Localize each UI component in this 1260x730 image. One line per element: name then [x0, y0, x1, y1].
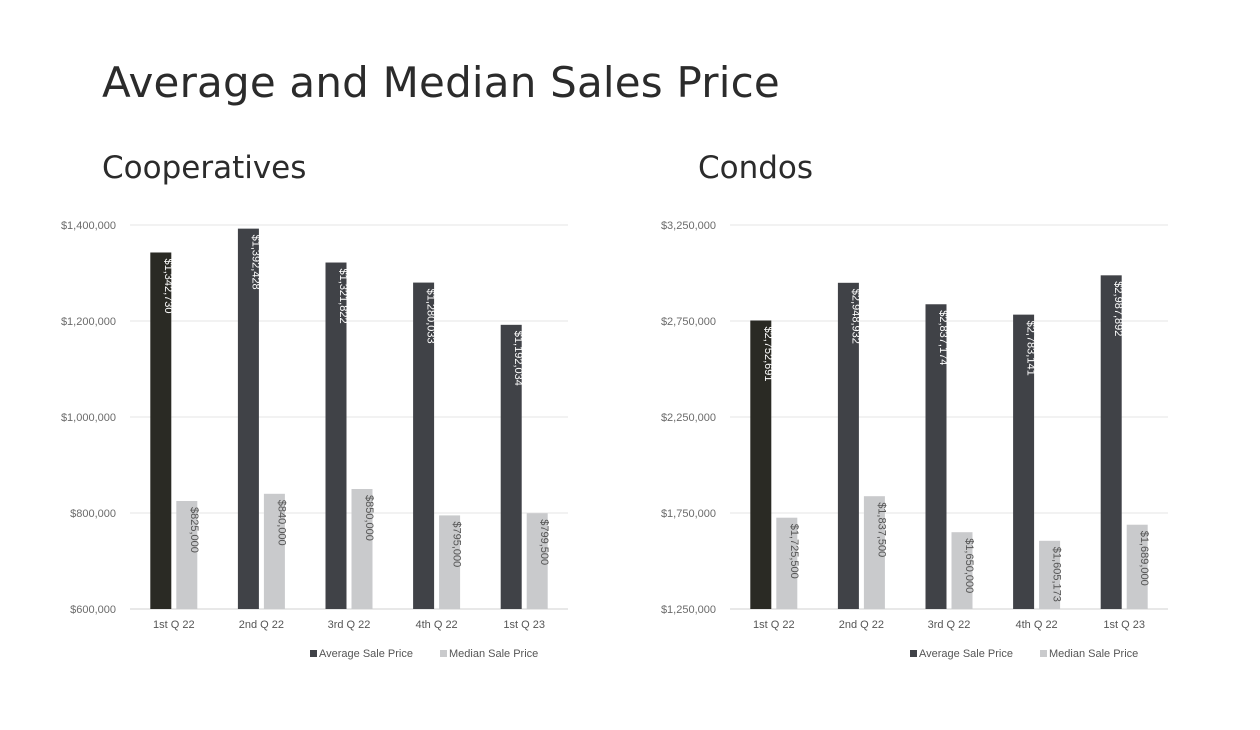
legend-swatch	[1040, 650, 1047, 657]
y-tick-label: $600,000	[70, 604, 116, 616]
bar-median	[176, 501, 198, 609]
page-title: Average and Median Sales Price	[102, 58, 780, 107]
x-tick-label: 1st Q 22	[153, 619, 195, 631]
legend-swatch	[310, 650, 317, 657]
data-label: $1,837,500	[875, 502, 887, 557]
bar-average	[413, 282, 435, 609]
bar-median	[526, 513, 548, 609]
legend-label: Average Sale Price	[319, 648, 413, 660]
data-label: $795,000	[451, 521, 463, 567]
x-tick-label: 2nd Q 22	[239, 619, 284, 631]
bar-average	[325, 262, 347, 609]
legend-label: Median Sale Price	[449, 648, 538, 660]
y-tick-label: $1,400,000	[61, 220, 116, 232]
bar-average	[750, 320, 772, 609]
bar-median	[439, 515, 461, 609]
bar-median	[263, 493, 285, 609]
data-label: $1,392,428	[249, 235, 261, 290]
data-label: $1,192,034	[512, 331, 524, 386]
y-tick-label: $1,200,000	[61, 316, 116, 328]
x-tick-label: 1st Q 22	[753, 619, 795, 631]
data-label: $2,837,174	[937, 310, 949, 365]
bar-average	[500, 324, 522, 609]
data-label: $1,689,000	[1138, 531, 1150, 586]
x-tick-label: 4th Q 22	[1015, 619, 1057, 631]
bar-average	[1013, 314, 1035, 609]
chart-title-condos: Condos	[698, 150, 814, 186]
data-label: $850,000	[363, 495, 375, 541]
x-tick-label: 3rd Q 22	[328, 619, 371, 631]
legend-label: Average Sale Price	[919, 648, 1013, 660]
bar-average	[150, 252, 172, 609]
chart-cooperatives: $600,000 $800,000 $1,000,000 $1,200,000 $1,4…	[61, 220, 568, 660]
y-tick-label: $3,250,000	[661, 220, 716, 232]
data-label: $1,605,173	[1051, 547, 1063, 602]
y-tick-label: $1,250,000	[661, 604, 716, 616]
x-tick-label: 3rd Q 22	[928, 619, 971, 631]
data-label: $1,725,500	[788, 524, 800, 579]
bar-median	[1039, 540, 1061, 609]
y-tick-label: $2,750,000	[661, 316, 716, 328]
bar-median	[951, 532, 973, 609]
legend-swatch	[440, 650, 447, 657]
data-label: $825,000	[188, 507, 200, 553]
legend-swatch	[910, 650, 917, 657]
bar-median	[351, 489, 373, 609]
bar-average	[925, 304, 947, 609]
chart-condos: $1,250,000 $1,750,000 $2,250,000 $2,750,000…	[661, 220, 1168, 660]
x-tick-label: 1st Q 23	[503, 619, 545, 631]
data-label: $1,321,822	[337, 269, 349, 324]
bar-median	[1126, 524, 1148, 609]
y-tick-label: $800,000	[70, 508, 116, 520]
x-tick-label: 4th Q 22	[415, 619, 457, 631]
data-label: $840,000	[275, 500, 287, 546]
y-tick-label: $1,750,000	[661, 508, 716, 520]
data-label: $1,650,000	[963, 538, 975, 593]
bar-median	[776, 517, 798, 609]
x-tick-label: 1st Q 23	[1103, 619, 1145, 631]
data-label: $2,752,691	[762, 326, 774, 381]
y-tick-label: $1,000,000	[61, 412, 116, 424]
data-label: $1,342,730	[162, 258, 174, 313]
bar-average	[1100, 275, 1122, 609]
data-label: $799,500	[538, 519, 550, 565]
data-label: $2,783,141	[1025, 321, 1037, 376]
data-label: $2,987,892	[1112, 281, 1124, 336]
x-tick-label: 2nd Q 22	[839, 619, 884, 631]
bar-average	[837, 282, 859, 609]
bar-average	[237, 228, 259, 609]
chart-title-cooperatives: Cooperatives	[102, 150, 307, 186]
legend-label: Median Sale Price	[1049, 648, 1138, 660]
bar-median	[863, 496, 885, 609]
y-tick-label: $2,250,000	[661, 412, 716, 424]
data-label: $1,280,033	[425, 289, 437, 344]
data-label: $2,948,932	[849, 289, 861, 344]
